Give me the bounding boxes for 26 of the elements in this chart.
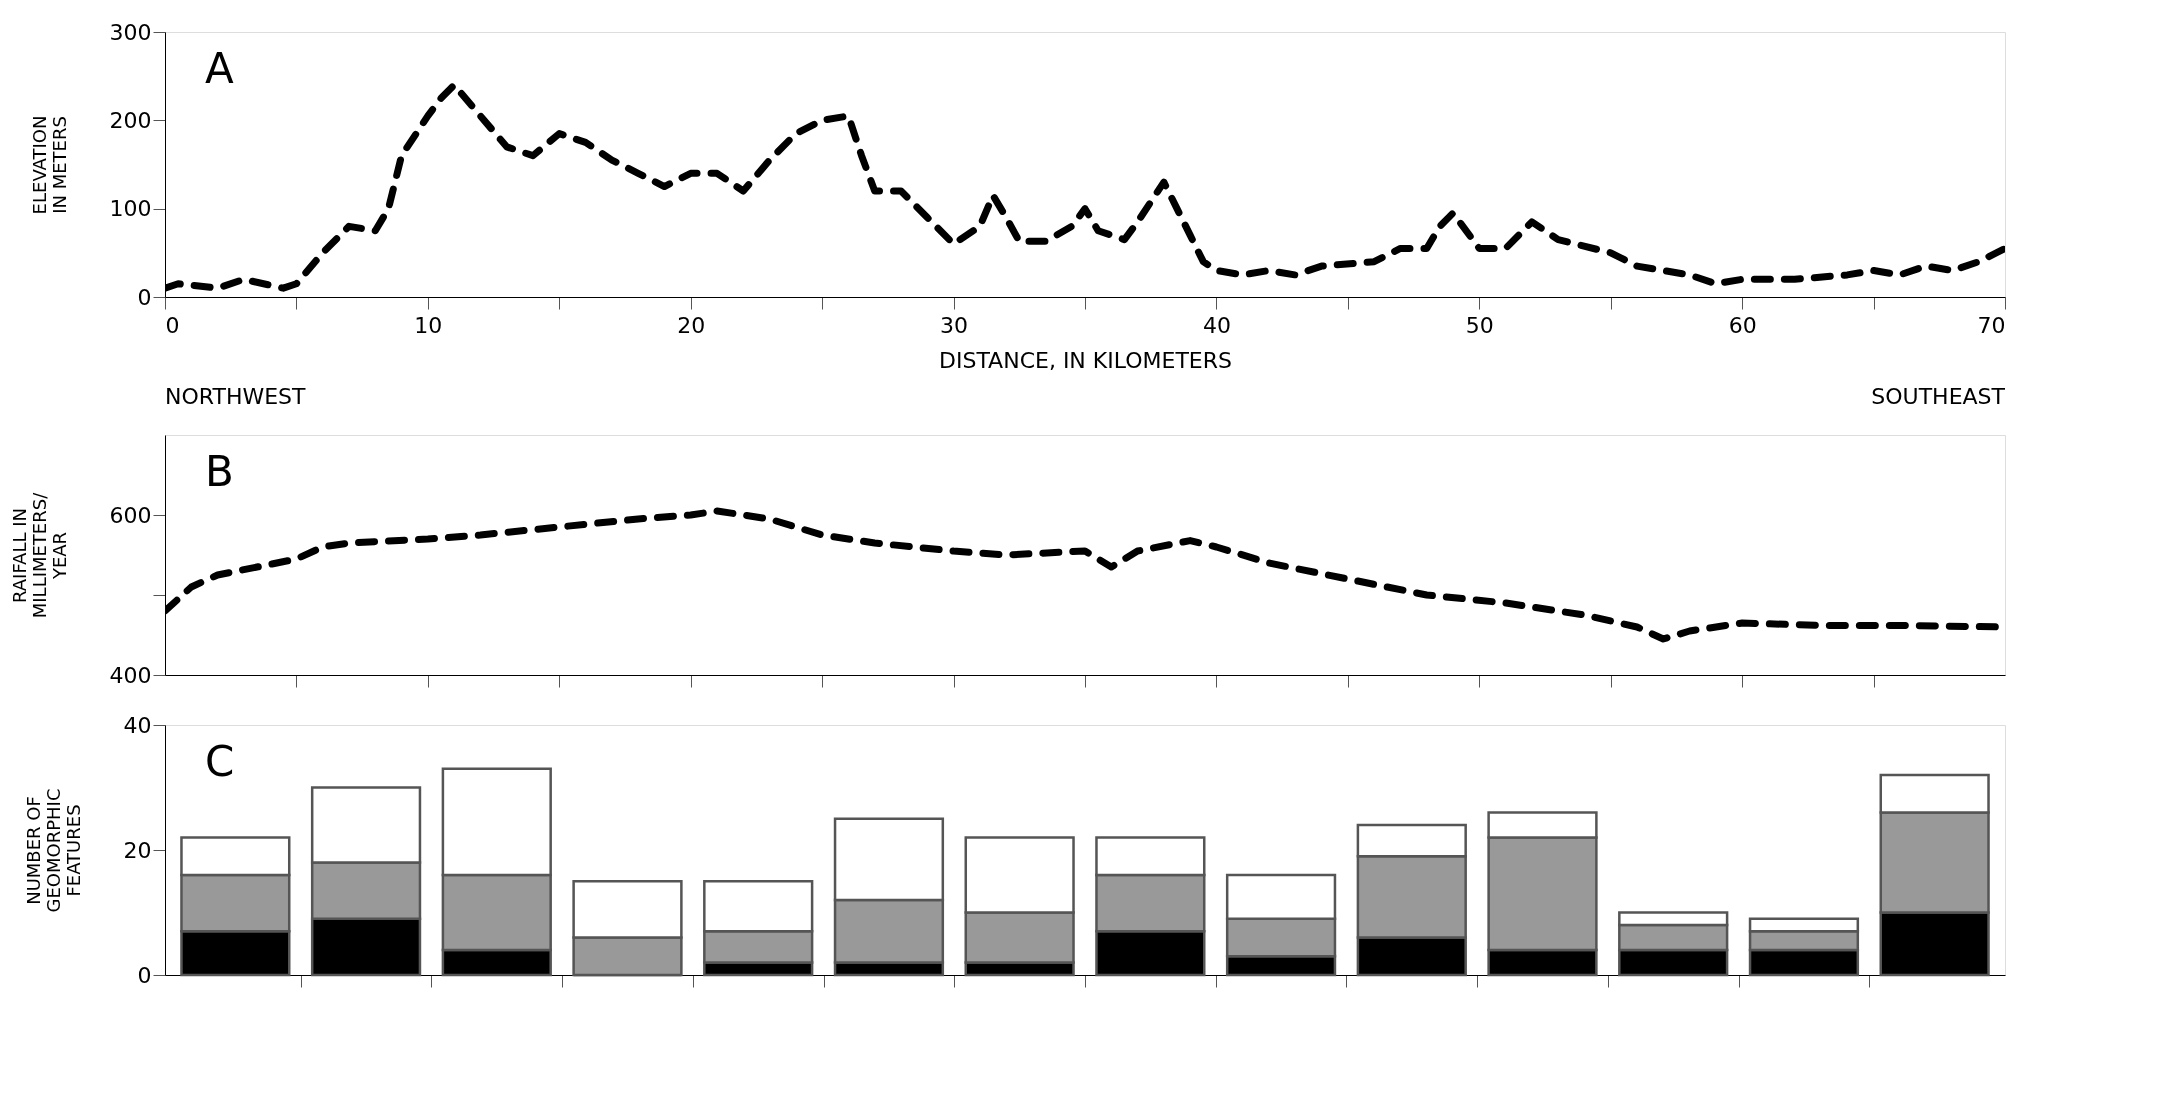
x-tick-label: 50 [1465, 312, 1494, 338]
text: SOUTHEAST [1871, 384, 2006, 409]
y-tick-label: 600 [109, 502, 152, 528]
y-tick-label: 400 [109, 662, 152, 688]
y-tick-label: 0 [137, 962, 152, 988]
y-axis-title: NUMBER OF GEOMORPHIC FEATURES [22, 788, 84, 913]
y-axis-title: RAIFALL IN MILLIMETERS/ YEAR [8, 491, 70, 619]
x-tick-label: 0 [165, 312, 180, 338]
y-tick-label: 40 [123, 712, 152, 738]
y-tick-label: 200 [109, 107, 152, 133]
x-tick-label: 20 [677, 312, 706, 338]
y-tick-label: 20 [123, 837, 152, 863]
x-axis-title: DISTANCE, IN KILOMETERS [939, 347, 1232, 373]
y-tick-label: 100 [109, 196, 152, 222]
x-tick-label: 70 [1977, 312, 2006, 338]
x-tick-label: 30 [940, 312, 969, 338]
x-tick-label: 40 [1202, 312, 1231, 338]
annotation: B [205, 447, 234, 496]
annotation: C [205, 737, 235, 786]
x-tick-label: 10 [414, 312, 443, 338]
x-tick-label: 60 [1728, 312, 1757, 338]
annotation: A [205, 44, 234, 93]
text: NORTHWEST [165, 384, 307, 409]
y-tick-label: 300 [109, 19, 152, 45]
y-axis-title: ELEVATION IN METERS [28, 115, 70, 215]
y-tick-label: 0 [137, 284, 152, 310]
